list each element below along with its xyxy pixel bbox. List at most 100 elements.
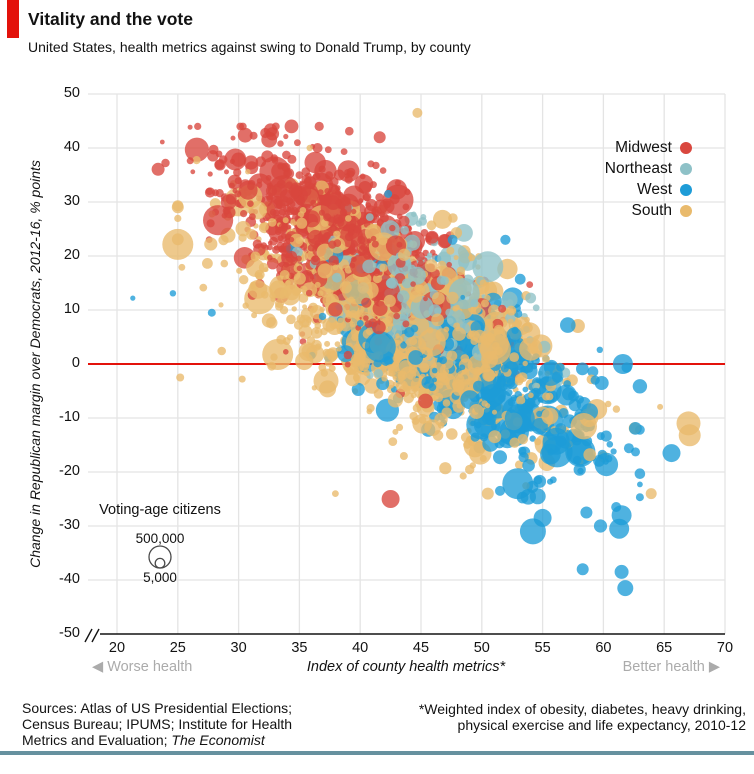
legend-item-midwest: Midwest — [605, 137, 692, 158]
county-bubble — [412, 403, 422, 413]
county-bubble — [398, 248, 411, 261]
county-bubble — [485, 403, 491, 409]
county-bubble — [435, 328, 449, 342]
county-bubble — [514, 273, 526, 285]
county-bubble — [278, 222, 288, 232]
county-bubble — [287, 154, 297, 164]
county-bubble — [328, 317, 336, 325]
county-bubble — [341, 273, 373, 305]
county-bubble — [418, 416, 427, 424]
county-bubble — [442, 399, 451, 407]
county-bubble — [596, 346, 603, 353]
county-bubble — [293, 272, 306, 285]
county-bubble — [364, 331, 396, 363]
county-bubble — [266, 257, 279, 270]
county-bubble — [483, 319, 494, 331]
county-bubble — [367, 160, 375, 168]
county-bubble — [247, 200, 254, 207]
x-tick-label: 35 — [291, 640, 308, 656]
county-bubble — [317, 189, 324, 196]
county-bubble — [493, 450, 507, 465]
county-bubble — [174, 214, 182, 222]
size-legend-big-circle — [148, 545, 172, 569]
county-bubble — [349, 369, 356, 375]
county-bubble — [393, 312, 401, 320]
county-bubble — [306, 144, 313, 152]
legend-label: West — [636, 180, 672, 198]
county-bubble — [507, 318, 514, 325]
county-bubble — [425, 230, 439, 244]
county-bubble — [302, 304, 308, 310]
county-bubble — [236, 267, 243, 274]
county-bubble — [392, 428, 399, 435]
county-bubble — [333, 214, 344, 225]
county-bubble — [260, 222, 269, 232]
county-bubble — [623, 443, 634, 454]
county-bubble — [314, 121, 324, 131]
x-axis-note-better-health: Better health ▶ — [623, 659, 720, 675]
county-bubble — [433, 392, 444, 403]
region-legend: Midwest Northeast West South — [605, 137, 692, 221]
county-bubble — [285, 250, 298, 263]
county-bubble — [610, 448, 617, 455]
y-tick-label: -10 — [59, 409, 80, 425]
county-bubble — [268, 218, 277, 227]
county-bubble — [439, 356, 447, 365]
county-bubble — [238, 375, 246, 383]
county-bubble — [494, 346, 503, 356]
county-bubble — [252, 239, 262, 249]
county-bubble — [192, 156, 201, 165]
county-bubble — [397, 370, 408, 381]
county-bubble — [468, 254, 476, 262]
county-bubble — [371, 240, 379, 248]
county-bubble — [605, 400, 612, 408]
county-bubble — [479, 279, 487, 287]
county-bubble — [337, 160, 360, 183]
footnote-text: *Weighted index of obesity, diabetes, he… — [419, 701, 746, 733]
county-bubble — [440, 276, 449, 286]
county-bubble — [286, 314, 296, 325]
county-bubble — [388, 369, 396, 377]
county-bubble — [187, 124, 193, 130]
county-bubble — [375, 193, 384, 202]
x-tick-label: 70 — [716, 640, 734, 656]
county-bubble — [224, 169, 229, 175]
county-bubble — [583, 448, 597, 462]
county-bubble — [274, 298, 285, 308]
county-bubble — [473, 366, 483, 376]
county-bubble — [498, 304, 507, 313]
legend-item-south: South — [605, 200, 692, 221]
county-bubble — [522, 386, 529, 393]
county-bubble — [570, 413, 597, 440]
county-bubble — [249, 131, 258, 140]
county-bubble — [184, 137, 209, 162]
county-bubble — [560, 317, 576, 333]
county-bubble — [511, 326, 519, 334]
x-tick-label: 65 — [656, 640, 673, 656]
size-legend-small-circle — [154, 557, 166, 569]
y-tick-label: 0 — [71, 355, 80, 371]
county-bubble — [305, 344, 325, 364]
county-bubble — [351, 334, 359, 342]
county-bubble — [317, 263, 333, 279]
county-bubble — [176, 373, 185, 382]
county-bubble — [305, 289, 313, 297]
county-bubble — [361, 297, 372, 308]
x-axis-note-worse-health: ◀ Worse health — [92, 659, 192, 675]
county-bubble — [576, 362, 589, 376]
county-bubble — [366, 408, 373, 415]
county-bubble — [587, 366, 599, 378]
county-bubble — [333, 230, 341, 238]
county-bubble — [441, 407, 452, 418]
footnote-line-2: physical exercise and life expectancy, 2… — [457, 717, 746, 734]
county-bubble — [334, 341, 341, 347]
county-bubble — [303, 210, 321, 228]
county-bubble — [268, 175, 300, 207]
chart-title: Vitality and the vote — [28, 9, 193, 29]
county-bubble — [662, 444, 681, 463]
county-bubble — [524, 316, 530, 323]
county-bubble — [423, 296, 428, 302]
county-bubble — [300, 285, 308, 293]
county-bubble — [225, 193, 237, 205]
county-bubble — [431, 367, 438, 374]
